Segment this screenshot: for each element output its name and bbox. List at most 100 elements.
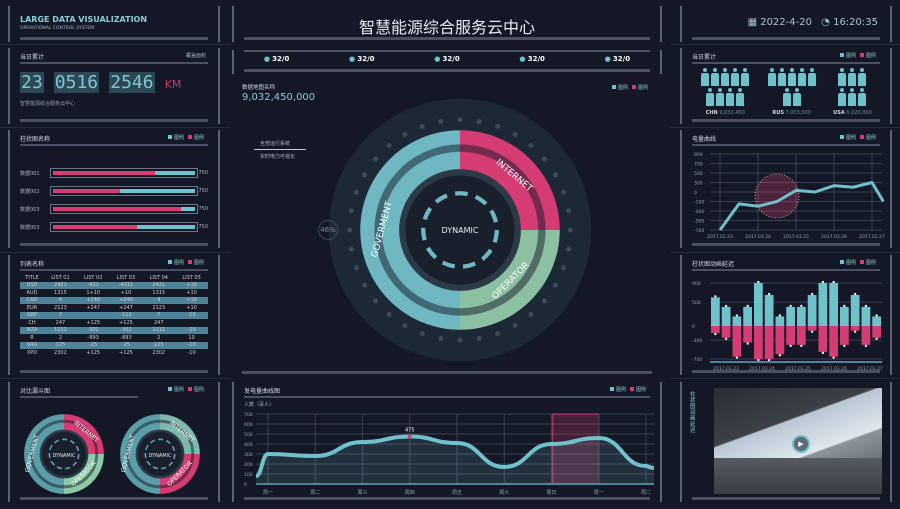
data-table: TITLE LIST 01 LIST 02 LIST 03 LIST 04 LIST 05… <box>20 274 208 357</box>
table-cell: 2123 <box>54 304 67 311</box>
stat-item[interactable]: ● 32/0 <box>434 55 460 63</box>
table-row[interactable]: CH 247 +125 +125 247 <box>20 319 208 327</box>
table-cell: 1315 <box>54 289 67 296</box>
table-row[interactable]: USD 2421 -421 -4211 2421 +10 <box>20 281 208 289</box>
dashed-ring <box>144 438 176 470</box>
highlight-circle <box>754 173 800 219</box>
play-button[interactable]: ▶ <box>792 435 810 453</box>
bar-positive <box>775 316 785 326</box>
ring-dot <box>419 331 425 337</box>
stat-item[interactable]: ● 32/0 <box>264 55 290 63</box>
counter-caption: 智慧能源综合服务云中心 <box>20 101 76 107</box>
column-header[interactable]: LIST 02 <box>83 274 103 281</box>
bar-cap <box>854 292 857 295</box>
table-cell: -25 <box>109 341 143 349</box>
x-tick: 周四 <box>405 490 415 496</box>
table-panel: 列表名称 图例 图例 TITLE LIST 01 LIST 02 LIST 03 LIST… <box>8 255 220 375</box>
bar-negative <box>807 326 817 331</box>
table-row[interactable]: CAD 4 +240 +240 4 +10 <box>20 296 208 304</box>
bar-cap <box>714 295 717 298</box>
bar-positive <box>861 306 871 326</box>
y-tick: 0 <box>694 190 697 196</box>
video-player[interactable]: ▶ <box>714 388 882 494</box>
map-title: 数据地图名称 <box>242 85 276 91</box>
ring-dot <box>438 336 444 342</box>
funnel-panel: 对比漏斗图 图例 图例 DYNAMIC GOVERMENT INTERNET OPERA… <box>8 382 220 502</box>
person-icon <box>848 88 857 106</box>
legend: 图例 图例 <box>836 52 876 59</box>
stat-item[interactable]: ● 32/0 <box>349 55 375 63</box>
bar-fill <box>53 189 120 193</box>
counter-link[interactable]: 覆盖面积 <box>185 53 206 59</box>
person-icon <box>838 68 847 86</box>
country-value: 6,020,000 <box>846 110 872 116</box>
table-row[interactable]: NZA 1211 -302 -302 1211 -10 <box>20 326 208 334</box>
table-cell: +10 <box>186 289 197 296</box>
center-disc <box>39 429 89 479</box>
y-tick: 900 <box>694 152 703 158</box>
stat-value: 32/0 <box>357 55 375 63</box>
globe-icon: ● <box>349 55 356 63</box>
table-cell: -893 <box>120 334 132 341</box>
people-title: 当日累计 <box>692 54 717 61</box>
table-cell <box>175 319 208 327</box>
column-header[interactable]: LIST 05 <box>182 274 201 281</box>
table-row[interactable]: AUD 1315 1+10 +10 1315 +10 <box>20 289 208 297</box>
bar-cap <box>875 337 878 340</box>
person-icon <box>716 88 725 106</box>
bar-positive <box>797 306 806 326</box>
center-label: DYNAMIC <box>442 226 479 235</box>
bar-negative <box>850 326 860 331</box>
stat-value: 32/0 <box>272 55 290 63</box>
clock-icon: ◔ <box>821 17 830 28</box>
person-icon <box>736 88 745 106</box>
table-cell: CAD <box>20 296 45 304</box>
y-tick: -700 <box>694 228 704 234</box>
bar-label: 数据003 <box>20 207 40 213</box>
x-tick: 2017.03.23 <box>707 234 733 240</box>
table-row[interactable]: GBP 7 -112 7 -10 <box>20 311 208 319</box>
column-header[interactable]: LIST 04 <box>149 274 168 281</box>
area-ylabel: 人数（百人） <box>244 402 275 408</box>
column-header[interactable]: LIST 03 <box>116 274 136 281</box>
bar-track <box>50 222 198 232</box>
y-tick: -100 <box>694 200 704 206</box>
table-row[interactable]: R 2 -893 -893 2 10 <box>20 334 208 342</box>
table-cell: 4 <box>44 296 77 304</box>
person-icon <box>701 68 710 86</box>
inner-ring <box>125 419 195 489</box>
bar-cap <box>875 314 878 317</box>
column-header[interactable]: LIST 01 <box>51 274 70 281</box>
inner-ring <box>29 419 99 489</box>
table-row[interactable]: XPD 2302 +125 +125 2302 -10 <box>20 349 208 357</box>
person-icon <box>782 88 791 106</box>
bar-cap <box>864 304 867 307</box>
column-header[interactable]: TITLE <box>25 274 39 281</box>
table-cell: GBP <box>20 311 45 319</box>
table-cell: +125 <box>119 349 133 356</box>
stat-item[interactable]: ● 32/0 <box>605 55 631 63</box>
table-row[interactable]: EUR 2123 +247 +247 2123 +10 <box>20 304 208 312</box>
bar-fill <box>53 171 156 175</box>
y-tick: 500 <box>244 432 253 438</box>
table-row[interactable]: XAG 125 -25 -25 125 -10 <box>20 341 208 349</box>
stat-value: 32/0 <box>527 55 545 63</box>
table-cell: +125 <box>86 349 101 356</box>
table-cell: 247 <box>153 319 164 326</box>
stat-item[interactable]: ● 32/0 <box>519 55 545 63</box>
calendar-icon: ▦ <box>747 17 758 28</box>
table-cell: -10 <box>175 341 208 349</box>
x-tick: 2017.03.27 <box>859 234 885 240</box>
bar-track <box>50 168 198 178</box>
bar-cap <box>789 304 792 307</box>
ring-dot <box>566 246 572 252</box>
bar-positive <box>732 316 742 326</box>
bar-cap <box>757 359 760 361</box>
person-icon <box>787 68 796 86</box>
table-cell: -25 <box>76 341 110 349</box>
table-cell: -4211 <box>109 281 143 289</box>
bar-label: 数据002 <box>20 189 40 195</box>
bulb-icon: ● <box>434 55 441 63</box>
legend: 图例 图例 <box>164 386 204 393</box>
